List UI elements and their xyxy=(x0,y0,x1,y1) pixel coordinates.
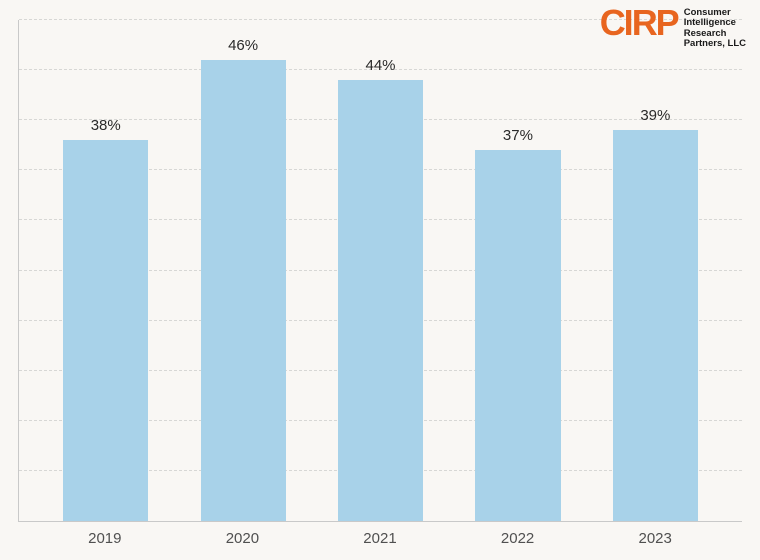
bars-container: 38% 46% 44% 37% 39% xyxy=(19,20,742,521)
bar-slot: 44% xyxy=(312,20,449,521)
bar-value-label: 44% xyxy=(366,57,396,74)
x-axis: 20192020202120222023 xyxy=(18,522,742,560)
bar-value-label: 38% xyxy=(91,117,121,134)
x-tick-label: 2022 xyxy=(449,522,587,560)
bar-value-label: 39% xyxy=(640,107,670,124)
bar: 39% xyxy=(613,130,698,521)
cirp-logo: CIRP Consumer Intelligence Research Part… xyxy=(600,6,746,50)
bar: 44% xyxy=(338,80,423,521)
bar-slot: 46% xyxy=(174,20,311,521)
bar: 37% xyxy=(475,150,560,521)
bar: 46% xyxy=(201,60,286,521)
chart-plot-area: 38% 46% 44% 37% 39% xyxy=(18,20,742,522)
logo-text: Consumer Intelligence Research Partners,… xyxy=(684,6,746,50)
bar-slot: 37% xyxy=(449,20,586,521)
bar-slot: 38% xyxy=(37,20,174,521)
x-tick-label: 2023 xyxy=(586,522,724,560)
bar: 38% xyxy=(63,140,148,521)
x-tick-label: 2020 xyxy=(174,522,312,560)
x-tick-label: 2019 xyxy=(36,522,174,560)
x-tick-label: 2021 xyxy=(311,522,449,560)
bar-value-label: 46% xyxy=(228,37,258,54)
logo-mark: CIRP xyxy=(600,6,678,40)
bar-value-label: 37% xyxy=(503,127,533,144)
logo-line4: Partners, LLC xyxy=(684,39,746,49)
bar-slot: 39% xyxy=(587,20,724,521)
